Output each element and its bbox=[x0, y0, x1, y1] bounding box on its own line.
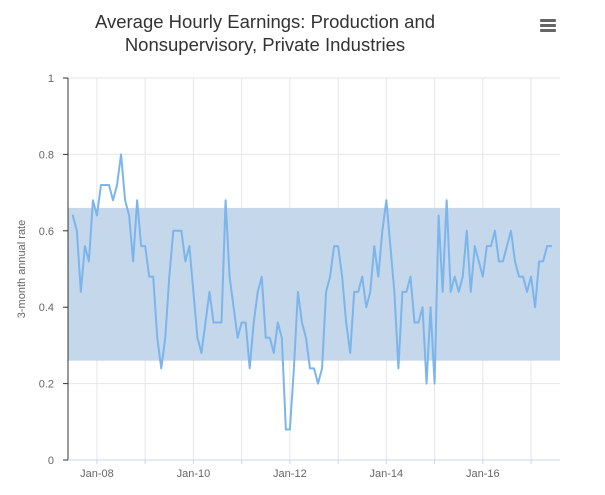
chart-title: Average Hourly Earnings: Production and … bbox=[40, 10, 490, 56]
x-tick-labels: Jan-08 Jan-10 Jan-12 Jan-14 Jan-16 bbox=[80, 468, 500, 480]
plot-band bbox=[68, 207, 560, 361]
x-tick-label: Jan-12 bbox=[273, 468, 307, 480]
hamburger-menu-icon bbox=[540, 19, 556, 22]
x-tick-label: Jan-10 bbox=[177, 468, 211, 480]
y-tick-label: 0.2 bbox=[39, 379, 54, 391]
series-line[interactable] bbox=[71, 153, 553, 431]
y-tick-label: 0 bbox=[48, 455, 54, 467]
chart-menu-button[interactable] bbox=[536, 16, 560, 36]
y-tick-label: 0.6 bbox=[39, 226, 54, 238]
y-tick-label: 1 bbox=[48, 73, 54, 85]
chart-title-line-1: Average Hourly Earnings: Production and bbox=[94, 11, 436, 32]
y-tick-label: 0.8 bbox=[39, 149, 54, 161]
x-tick-label: Jan-08 bbox=[80, 468, 114, 480]
y-tick-labels: 0 0.2 0.4 0.6 0.8 1 bbox=[39, 73, 54, 467]
series-layer bbox=[71, 153, 553, 431]
y-tick-label: 0.4 bbox=[39, 302, 54, 314]
x-tick-label: Jan-14 bbox=[370, 468, 404, 480]
axes bbox=[63, 77, 560, 464]
chart-title-line-2: Nonsupervisory, Private Industries bbox=[124, 34, 406, 55]
x-tick-label: Jan-16 bbox=[466, 468, 500, 480]
y-axis-title: 3-month annual rate bbox=[16, 220, 28, 318]
